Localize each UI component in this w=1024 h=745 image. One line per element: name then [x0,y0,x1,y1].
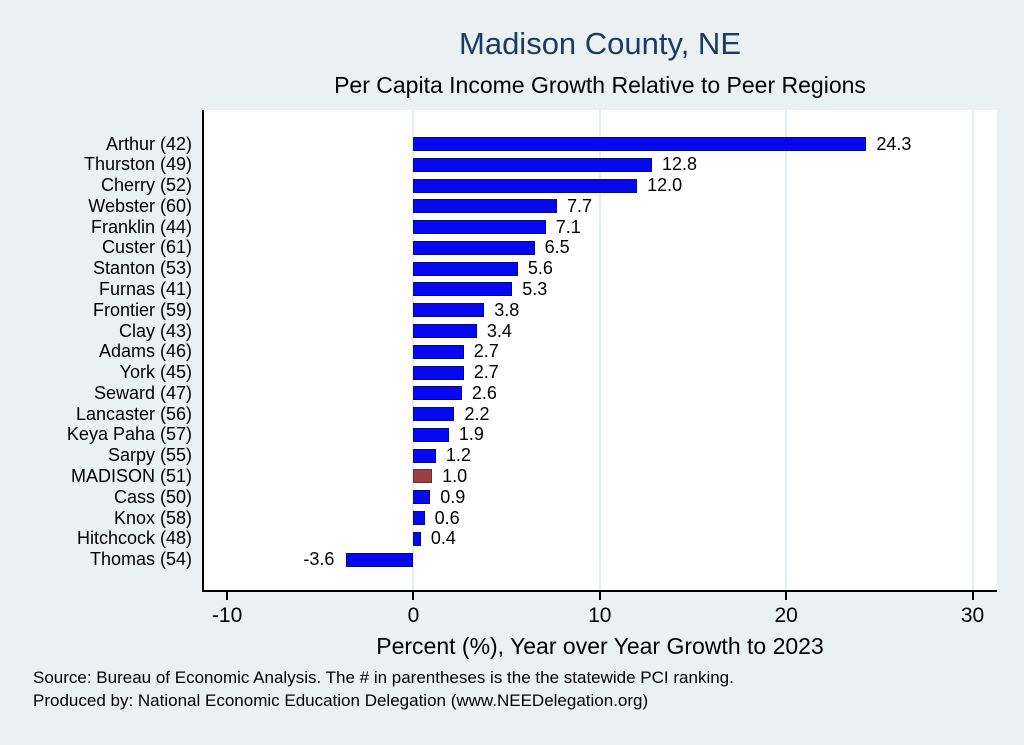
y-axis-label: Keya Paha (57) [66,424,192,445]
bar [413,303,485,318]
x-axis-tick-label: 20 [774,604,798,627]
y-axis-label: Clay (43) [118,320,192,341]
y-axis-label: Adams (46) [98,341,192,362]
bar-value-label: 12.8 [662,154,698,175]
y-axis-label: Seward (47) [93,382,192,403]
bar [413,199,557,214]
bar-value-label: 24.3 [876,133,912,154]
bar-value-label: 2.7 [473,362,499,383]
y-axis-label: Cass (50) [113,486,192,507]
bar-value-label: 0.9 [440,486,466,507]
bar-value-label: 1.9 [458,424,484,445]
bar-value-label: 7.7 [566,195,592,216]
y-axis-label: Knox (58) [113,507,192,528]
x-axis-tick [785,592,788,600]
x-axis-title: Percent (%), Year over Year Growth to 20… [376,633,824,659]
x-axis-tick-label: 0 [407,604,420,627]
bar [413,427,449,442]
source-note: Source: Bureau of Economic Analysis. The… [33,666,734,712]
bar [413,407,455,422]
bar-value-label: 1.0 [442,465,468,486]
y-axis-label: Furnas (41) [98,278,192,299]
bar-highlight-madison [413,469,433,484]
bar [413,511,425,526]
bar-value-label: 5.6 [527,258,553,279]
gridline [598,110,601,590]
y-axis-label: Sarpy (55) [107,445,192,466]
x-axis-tick [412,592,415,600]
y-axis-label: Lancaster (56) [75,403,192,424]
bar-value-label: 2.6 [471,382,497,403]
producer-line: Produced by: National Economic Education… [33,691,649,710]
y-axis-label: Arthur (42) [105,133,192,154]
x-axis-tick-label: 30 [960,604,985,627]
gridline [785,110,788,590]
source-line: Source: Bureau of Economic Analysis. The… [33,668,734,687]
y-axis-label: Franklin (44) [90,216,192,237]
plot-area: 24.3 Arthur (42) 12.8 Thurston (49) 12.0 Cher… [67,110,997,627]
y-axis-label: York (45) [119,362,192,383]
bar-value-label: 3.8 [494,299,520,320]
bar [413,137,867,151]
bar-value-label: 12.0 [647,175,683,196]
chart-subtitle: Per Capita Income Growth Relative to Pee… [334,72,866,98]
bar-value-label: 5.3 [522,278,548,299]
bar [413,178,638,193]
bar [413,220,546,235]
bar-value-label: 0.4 [430,528,456,549]
bar [413,324,477,339]
bar-value-label: 0.6 [434,507,460,528]
x-axis-tick [226,592,229,600]
y-axis-label: MADISON (51) [70,465,192,486]
bar [413,448,436,463]
bar [413,240,535,255]
y-axis-label: Cherry (52) [100,175,192,196]
y-axis-label: Frontier (59) [92,299,192,320]
bar-value-label: 1.2 [445,445,471,466]
x-axis-tick-label: 10 [588,604,612,627]
bar [413,386,462,401]
y-axis-label: Thurston (49) [83,154,192,175]
bar-value-label: 2.7 [473,341,499,362]
bar [413,344,464,359]
gridline [971,110,974,590]
bar-value-label: 7.1 [555,216,581,237]
y-axis-label: Stanton (53) [92,258,192,279]
y-axis-label: Webster (60) [88,195,192,216]
y-axis-label: Custer (61) [101,237,192,258]
bar [346,552,414,567]
bar [413,531,421,546]
x-axis-tick [598,592,601,600]
y-axis-label: Thomas (54) [89,549,192,570]
bar-value-label: -3.6 [303,549,335,570]
x-axis-tick-label: -10 [211,604,243,627]
bar [413,365,464,380]
bar-value-label: 3.4 [486,320,512,341]
bar [413,261,518,276]
x-axis-tick [971,592,974,600]
bar [413,157,652,172]
bar [413,282,513,297]
bar [413,490,431,505]
bar-value-label: 6.5 [544,237,570,258]
y-axis-label: Hitchcock (48) [76,528,192,549]
chart-title: Madison County, NE [459,26,741,61]
bar-value-label: 2.2 [464,403,490,424]
